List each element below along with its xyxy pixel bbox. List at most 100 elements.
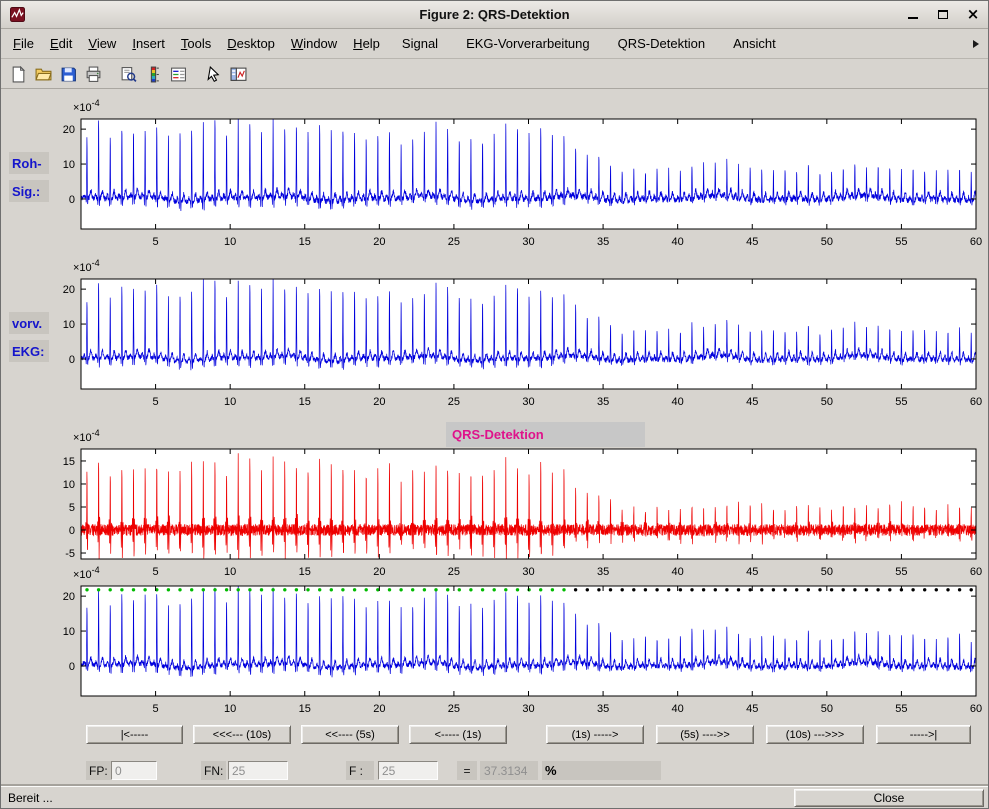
menu-item-window[interactable]: Window [290,36,338,51]
menu-overflow-icon[interactable] [973,39,979,48]
svg-text:20: 20 [373,566,385,578]
menu-item-signal[interactable]: Signal [401,36,439,51]
percent-panel: % [542,761,661,780]
new-figure-button[interactable] [6,62,31,86]
svg-text:20: 20 [63,284,75,296]
svg-text:50: 50 [821,566,833,578]
nav-forward-10s-button[interactable]: (10s) --->>> [766,725,864,744]
toolbar-separator [106,62,116,86]
svg-text:25: 25 [448,236,460,248]
nav-forward-5s-button[interactable]: (5s) ---->> [656,725,754,744]
svg-text:10: 10 [63,159,75,171]
axis-label-vorv: vorv. [9,312,49,334]
axis-label-sig: Sig.: [9,180,49,202]
maximize-button[interactable] [928,3,958,27]
figure-close-button[interactable]: Close [794,789,984,807]
svg-text:20: 20 [373,236,385,248]
insert-colorbar-button[interactable] [141,62,166,86]
svg-text:10: 10 [63,479,75,491]
svg-text:30: 30 [522,396,534,408]
menu-item-view[interactable]: View [88,36,117,51]
svg-text:60: 60 [970,396,982,408]
svg-text:10: 10 [63,626,75,638]
edit-plot-button[interactable] [201,62,226,86]
svg-text:25: 25 [448,396,460,408]
svg-text:50: 50 [821,236,833,248]
svg-text:40: 40 [672,703,684,715]
axis-label-ekg: EKG: [9,340,49,362]
svg-text:5: 5 [153,396,159,408]
svg-text:15: 15 [299,236,311,248]
fp-label: FP: [86,761,111,780]
menu-item-tools[interactable]: Tools [180,36,212,51]
svg-text:×10-4: ×10-4 [73,429,100,444]
open-folder-icon [35,66,52,83]
menu-item-file[interactable]: File [13,36,34,51]
svg-text:×10-4: ×10-4 [73,99,100,114]
svg-text:10: 10 [224,396,236,408]
svg-text:20: 20 [63,591,75,603]
maximize-icon [938,10,948,19]
svg-text:5: 5 [69,502,75,514]
menu-item-edit[interactable]: Edit [49,36,73,51]
nav-back-10s-button[interactable]: <<<--- (10s) [193,725,291,744]
svg-text:0: 0 [69,194,75,206]
menu-item-ekg-vorverarbeitung[interactable]: EKG-Vorverarbeitung [466,36,590,51]
minimize-icon [908,11,918,19]
svg-text:30: 30 [522,566,534,578]
svg-text:55: 55 [895,703,907,715]
svg-text:55: 55 [895,236,907,248]
menu-item-insert[interactable]: Insert [132,36,165,51]
print-figure-button[interactable] [81,62,106,86]
plot-tools-icon [230,66,247,83]
svg-text:×10-4: ×10-4 [73,259,100,274]
open-file-button[interactable] [31,62,56,86]
minimize-button[interactable] [898,3,928,27]
svg-text:0: 0 [69,525,75,537]
svg-text:45: 45 [746,566,758,578]
nav-forward-end-button[interactable]: ----->| [876,725,971,744]
insert-legend-button[interactable] [166,62,191,86]
status-text: Bereit ... [8,790,53,805]
pointer-arrow-icon [205,65,222,83]
svg-text:35: 35 [597,396,609,408]
menu-item-qrs-detektion[interactable]: QRS-Detektion [617,36,706,51]
svg-text:35: 35 [597,566,609,578]
printer-icon [85,66,102,83]
plot-preprocessed-ecg: 0 10 20 5 10 15 20 25 30 35 40 45 50 55 60 ×10-4 [63,259,982,408]
nav-rewind-start-button[interactable]: |<----- [86,725,183,744]
print-preview-button[interactable] [116,62,141,86]
svg-text:25: 25 [448,566,460,578]
svg-text:-5: -5 [65,548,75,560]
window-controls: × [898,3,988,27]
nav-back-1s-button[interactable]: <----- (1s) [409,725,507,744]
close-icon: × [966,5,980,23]
svg-text:50: 50 [821,703,833,715]
menu-item-desktop[interactable]: Desktop [227,36,275,51]
menu-item-help[interactable]: Help [353,36,380,51]
f-input[interactable] [378,761,438,780]
plot-detection-result-area: 0 10 20 5 10 15 20 25 30 35 40 45 50 55 60 ×10-4 [41,566,988,722]
save-figure-button[interactable] [56,62,81,86]
f-measure-value: 37.3134 [480,761,538,780]
print-preview-icon [120,66,137,83]
menu-item-ansicht[interactable]: Ansicht [733,36,776,51]
colorbar-icon [145,66,162,83]
svg-text:15: 15 [299,703,311,715]
svg-text:15: 15 [63,456,75,468]
nav-back-5s-button[interactable]: <<---- (5s) [301,725,399,744]
f-label: F : [346,761,374,780]
fn-input[interactable] [228,761,288,780]
qrs-section-title: QRS-Detektion [446,422,645,447]
plot-qrs-detection-area: -5 0 5 10 15 5 10 15 20 25 30 35 40 45 50 55 60 ×10-4 [41,429,988,585]
fp-input[interactable] [111,761,157,780]
nav-forward-1s-button[interactable]: (1s) -----> [546,725,644,744]
close-window-button[interactable]: × [958,3,988,27]
svg-text:10: 10 [224,703,236,715]
plot-tools-button[interactable] [226,62,251,86]
svg-text:35: 35 [597,703,609,715]
new-document-icon [10,65,27,83]
svg-text:10: 10 [63,319,75,331]
equals-label: = [457,761,477,780]
svg-text:5: 5 [153,703,159,715]
